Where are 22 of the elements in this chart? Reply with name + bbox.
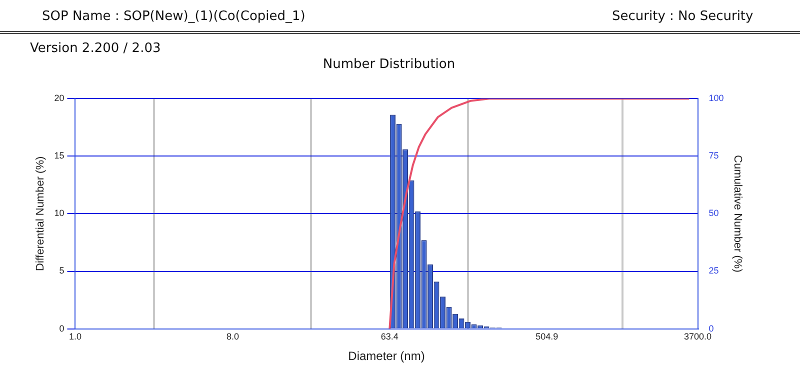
- text: SOP Name : SOP(New)_(1)(Co(Copied_1): [42, 9, 306, 24]
- y-tick-label: 15: [54, 150, 64, 161]
- x-tick-label: 1.0: [68, 332, 82, 342]
- chart-title: Number Distribution: [322, 57, 456, 72]
- y-tick-label: 5: [59, 266, 64, 276]
- x-tick-label: 504.9: [536, 332, 558, 342]
- x-tick-label: 63.4: [380, 332, 398, 342]
- y2-tick-label: 75: [708, 150, 719, 161]
- x-tick-label: 8.0: [226, 332, 240, 342]
- text: Version 2.200 / 2.03: [30, 41, 161, 56]
- x-tick-label: 3700.0: [684, 332, 712, 342]
- y2-tick-label: 25: [708, 266, 719, 276]
- x-axis-title: Diameter (nm): [348, 349, 425, 364]
- y-axis-title: Differential Number (%): [34, 156, 47, 272]
- y2-axis-title: Cumulative Number (%): [731, 155, 744, 272]
- y2-tick-label: 0: [708, 323, 714, 334]
- y-tick-label: 0: [59, 323, 64, 334]
- text: Security : No Security: [612, 9, 754, 24]
- y2-tick-label: 50: [708, 208, 719, 218]
- y-tick-label: 10: [54, 208, 64, 218]
- y2-tick-label: 100: [708, 93, 724, 104]
- y-tick-label: 20: [54, 93, 64, 104]
